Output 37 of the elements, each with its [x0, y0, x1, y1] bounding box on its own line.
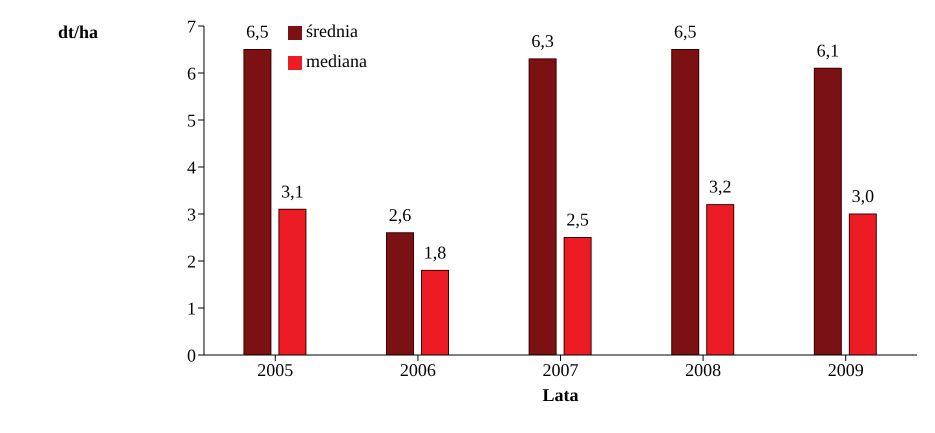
data-label: 1,8: [424, 242, 446, 262]
y-tick-label: 5: [186, 110, 196, 130]
data-label: 2,6: [388, 204, 412, 225]
x-axis-title: Lata: [542, 385, 578, 405]
bar: [278, 208, 306, 355]
bar: [243, 49, 272, 355]
y-tick-label: 6: [186, 63, 196, 84]
bar: [706, 204, 734, 355]
data-label: 3,1: [281, 181, 304, 202]
bar: [528, 58, 557, 355]
bar: [848, 214, 877, 355]
bar: [671, 49, 700, 355]
y-tick-label: 1: [186, 298, 196, 318]
y-tick-label: 7: [186, 16, 196, 36]
bar: [421, 270, 450, 355]
bar: [814, 68, 842, 355]
bar: [564, 237, 592, 355]
x-tick-label: 2009: [828, 360, 864, 380]
x-tick-label: 2008: [685, 360, 722, 380]
data-label: 3,2: [708, 176, 732, 197]
data-label: 3,0: [852, 186, 874, 206]
x-tick-label: 2006: [400, 360, 436, 380]
data-label: 2,5: [566, 210, 589, 230]
data-label: 6,5: [246, 22, 269, 42]
bar: [386, 232, 414, 355]
y-tick-label: 2: [186, 251, 196, 272]
x-tick-label: 2007: [542, 360, 578, 380]
y-axis-title: dt/ha: [58, 22, 98, 43]
data-label: 6,5: [674, 22, 696, 42]
y-tick-label: 4: [186, 157, 196, 178]
legend-label: średnia: [306, 21, 358, 41]
y-tick-label: 3: [186, 204, 196, 224]
data-label: 6,3: [531, 30, 554, 51]
legend-label: mediana: [306, 51, 367, 71]
x-tick-label: 2005: [257, 360, 294, 380]
data-label: 6,1: [816, 40, 840, 60]
y-tick-label: 0: [186, 345, 196, 366]
